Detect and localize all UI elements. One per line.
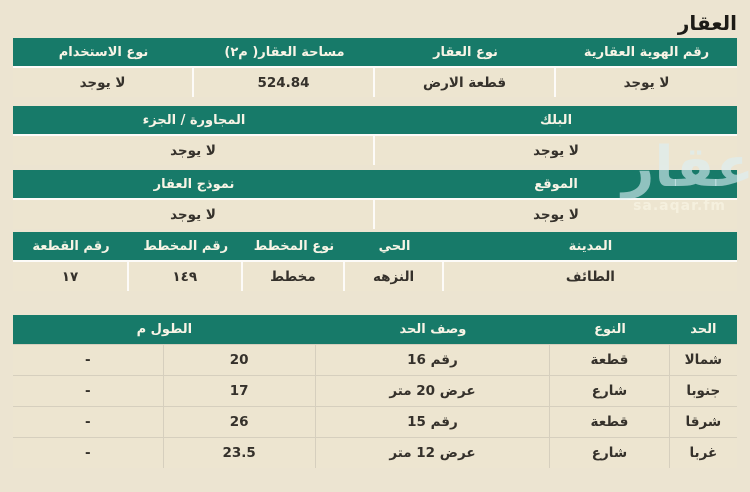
section-identity-values: لا يوجد قطعة الارض 524.84 لا يوجد: [13, 66, 737, 97]
header-cell-location: الموقع: [534, 176, 578, 192]
value-cell-block: لا يوجد: [533, 142, 579, 159]
boundary-row-south: جنوبا شارع عرض 20 متر 17 -: [13, 375, 737, 406]
boundary-side: شمالا: [684, 352, 723, 368]
value-cell-property-area: 524.84: [194, 68, 375, 97]
header-cell-usage-type: نوع الاستخدام: [58, 44, 149, 60]
header-cell-property-area: مساحة العقار( م٢): [224, 44, 345, 60]
boundary-length: 20: [164, 345, 316, 375]
page-title: العقار: [677, 11, 737, 35]
value-cell-usage-type: لا يوجد: [13, 68, 194, 97]
header-cell-boundary-type: النوع: [594, 322, 626, 337]
section-block-values: لا يوجد لا يوجد: [13, 134, 737, 165]
boundary-note: -: [13, 438, 164, 468]
boundary-note: -: [13, 345, 164, 375]
boundary-description: عرض 12 متر: [316, 438, 551, 468]
header-cell-boundary-length: الطول م: [136, 322, 193, 337]
section-block-header: البلك المجاورة / الجزء: [13, 106, 737, 134]
value-cell-property-type: قطعة الارض: [375, 68, 556, 97]
boundary-type: شارع: [550, 376, 670, 406]
boundary-side: جنوبا: [686, 383, 721, 399]
section-plan-header: المدينة الحي نوع المخطط رقم المخطط رقم ا…: [13, 232, 737, 260]
boundary-row-north: شمالا قطعة رقم 16 20 -: [13, 344, 737, 375]
value-cell-plan-number: ١٤٩: [129, 262, 243, 291]
section-location: الموقع نموذج العقار لا يوجد لا يوجد: [13, 170, 737, 229]
value-cell-plot-number: ١٧: [13, 262, 129, 291]
header-cell-plan-type: نوع المخطط: [253, 238, 335, 254]
header-cell-district: الحي: [378, 238, 411, 254]
header-cell-plot-number: رقم القطعة: [32, 238, 110, 254]
boundary-side: غربا: [689, 445, 718, 461]
section-identity-header: رقم الهوية العقارية نوع العقار مساحة الع…: [13, 38, 737, 66]
boundaries-header: الحد النوع وصف الحد الطول م: [13, 315, 737, 344]
section-location-header: الموقع نموذج العقار: [13, 170, 737, 198]
section-plan: المدينة الحي نوع المخطط رقم المخطط رقم ا…: [13, 232, 737, 291]
header-cell-property-model: نموذج العقار: [153, 176, 235, 192]
boundary-description: رقم 16: [316, 345, 551, 375]
value-cell-property-model: لا يوجد: [13, 200, 375, 229]
header-cell-boundary: الحد: [690, 322, 717, 337]
header-cell-property-type: نوع العقار: [433, 44, 498, 60]
header-cell-property-id: رقم الهوية العقارية: [583, 44, 710, 60]
value-cell-plan-type: مخطط: [243, 262, 346, 291]
value-cell-property-id: لا يوجد: [623, 74, 670, 91]
value-cell-location: لا يوجد: [533, 206, 579, 223]
boundary-side: شرقا: [685, 414, 722, 430]
section-location-values: لا يوجد لا يوجد: [13, 198, 737, 229]
boundary-description: رقم 15: [316, 407, 551, 437]
boundary-length: 23.5: [164, 438, 316, 468]
header-cell-block: البلك: [539, 112, 573, 128]
boundary-note: -: [13, 407, 164, 437]
section-identity: رقم الهوية العقارية نوع العقار مساحة الع…: [13, 38, 737, 97]
value-cell-adjacent-part: لا يوجد: [13, 136, 375, 165]
boundaries-table: الحد النوع وصف الحد الطول م شمالا قطعة ر…: [13, 315, 737, 468]
header-cell-city: المدينة: [568, 238, 613, 254]
boundary-description: عرض 20 متر: [316, 376, 551, 406]
boundary-row-west: غربا شارع عرض 12 متر 23.5 -: [13, 437, 737, 468]
section-plan-values: الطائف النزهه مخطط ١٤٩ ١٧: [13, 260, 737, 291]
value-cell-city: الطائف: [565, 268, 615, 285]
boundary-length: 26: [164, 407, 316, 437]
boundary-note: -: [13, 376, 164, 406]
header-cell-boundary-description: وصف الحد: [399, 322, 467, 337]
boundary-type: قطعة: [550, 407, 670, 437]
value-cell-district: النزهه: [345, 262, 444, 291]
header-cell-adjacent-part: المجاورة / الجزء: [142, 112, 246, 128]
boundary-type: قطعة: [550, 345, 670, 375]
header-cell-plan-number: رقم المخطط: [143, 238, 229, 254]
boundary-type: شارع: [550, 438, 670, 468]
section-block: البلك المجاورة / الجزء لا يوجد لا يوجد: [13, 106, 737, 165]
boundary-length: 17: [164, 376, 316, 406]
boundary-row-east: شرقا قطعة رقم 15 26 -: [13, 406, 737, 437]
